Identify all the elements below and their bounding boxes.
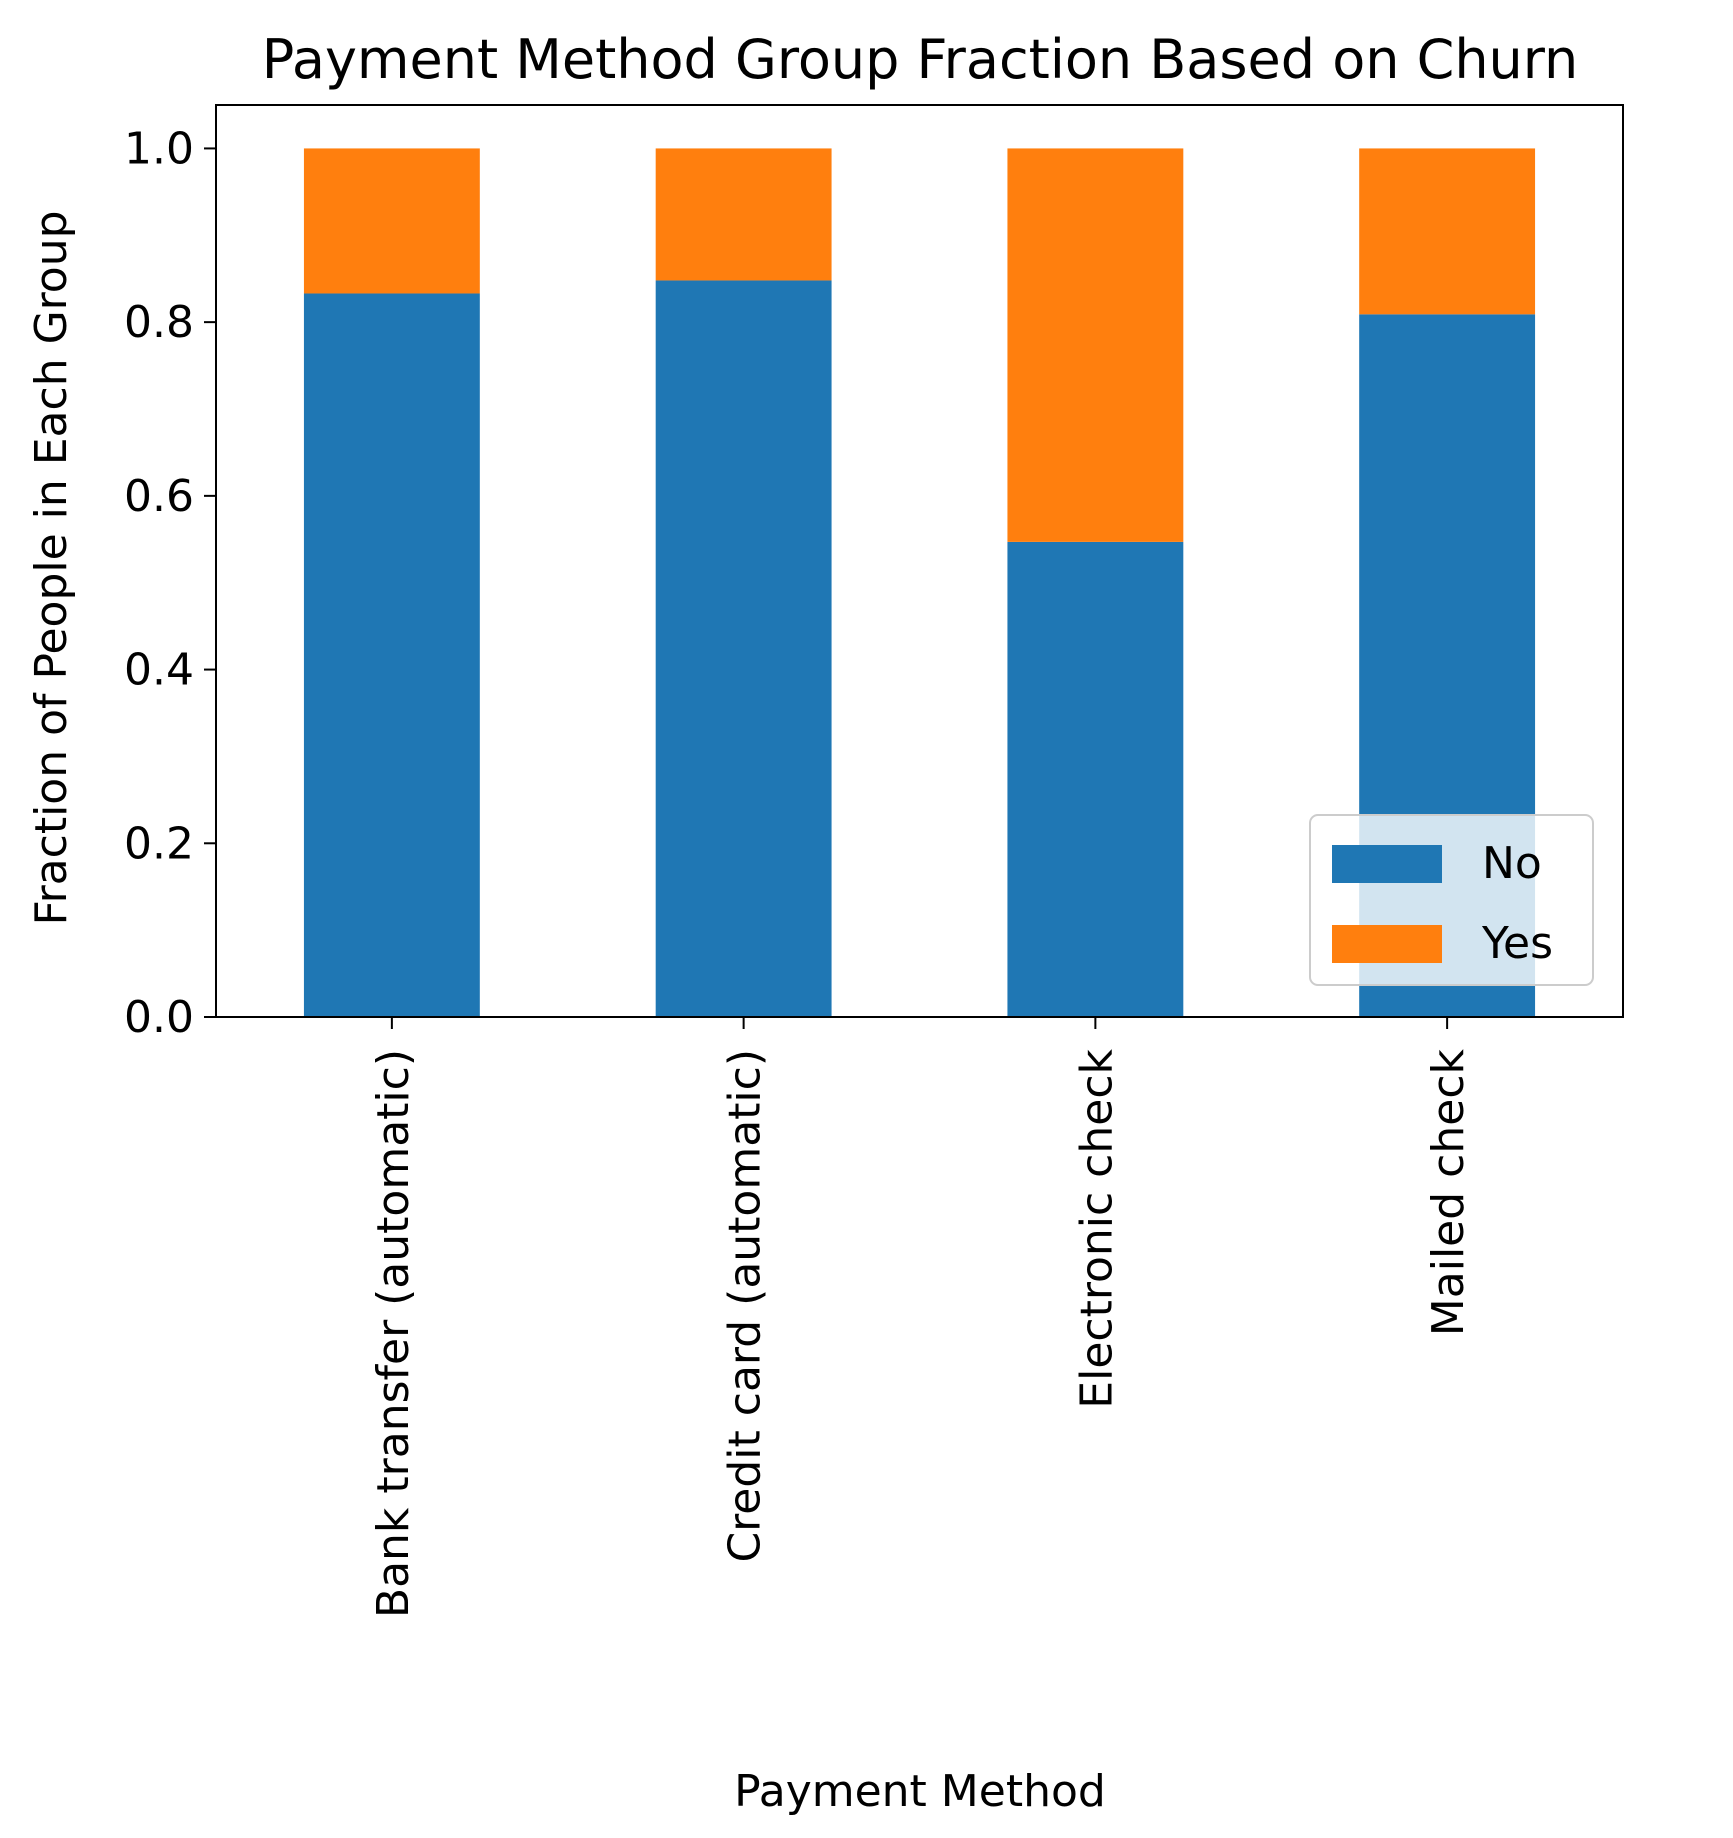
x-tick-label: Bank transfer (automatic) <box>368 1049 419 1618</box>
bars-layer <box>303 148 1536 1018</box>
bar-yes-0 <box>303 148 480 294</box>
y-axis-label: Fraction of People in Each Group <box>26 210 77 925</box>
bar-no-0 <box>303 293 480 1018</box>
y-tick-label: 0.4 <box>124 645 194 696</box>
x-tick-label: Electronic check <box>1071 1048 1122 1408</box>
x-axis-label: Payment Method <box>734 1766 1106 1817</box>
legend: No Yes <box>1309 814 1594 986</box>
bar-yes-3 <box>1359 148 1536 315</box>
bar-no-1 <box>655 280 832 1017</box>
y-tick-label: 1.0 <box>124 123 194 174</box>
legend-swatch-no <box>1332 845 1442 883</box>
legend-label-no: No <box>1482 838 1542 889</box>
bar-yes-2 <box>1007 148 1184 542</box>
axes-layer: 0.0 0.2 0.4 0.6 0.8 1.0 Bank transfer (automat… <box>124 104 1624 1618</box>
x-tick-label: Credit card (automatic) <box>720 1049 771 1563</box>
y-tick-label: 0.6 <box>124 471 194 522</box>
bar-no-2 <box>1007 541 1184 1017</box>
plot-frame <box>215 104 1624 1018</box>
legend-label-yes: Yes <box>1481 918 1553 969</box>
y-tick-label: 0.8 <box>124 297 194 348</box>
bar-yes-1 <box>655 148 832 281</box>
legend-swatch-yes <box>1332 925 1442 963</box>
x-tick-label: Mailed check <box>1423 1048 1474 1336</box>
y-tick-label: 0.0 <box>124 992 194 1043</box>
y-tick-label: 0.2 <box>124 818 194 869</box>
chart-title: Payment Method Group Fraction Based on C… <box>262 28 1579 91</box>
